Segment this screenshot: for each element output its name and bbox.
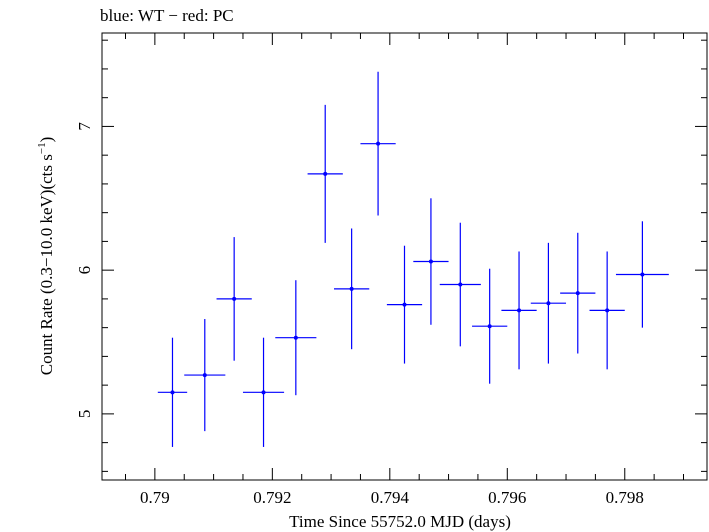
point-marker	[376, 141, 381, 146]
point-marker	[575, 291, 580, 296]
y-tick-label: 6	[75, 266, 94, 275]
data-point	[184, 319, 226, 432]
point-marker	[323, 171, 328, 176]
y-axis-label: Count Rate (0.3−10.0 keV)(cts s−1)	[36, 137, 56, 376]
data-point	[560, 232, 596, 354]
y-axis-label-sup: −1	[36, 142, 48, 154]
data-point	[501, 251, 537, 370]
data-point	[334, 228, 370, 350]
x-tick-label: 0.796	[488, 488, 526, 507]
point-marker	[517, 308, 522, 313]
point-marker	[605, 308, 610, 313]
x-tick-label: 0.794	[371, 488, 410, 507]
data-point	[472, 268, 508, 384]
point-marker	[458, 282, 463, 287]
point-marker	[546, 301, 551, 306]
data-point	[615, 221, 669, 328]
point-marker	[293, 335, 298, 340]
data-point	[360, 71, 396, 216]
data-point	[216, 237, 252, 361]
x-tick-label: 0.792	[253, 488, 291, 507]
point-marker	[428, 259, 433, 264]
data-point	[589, 251, 625, 370]
data-point	[530, 242, 567, 364]
plot-frame	[101, 32, 708, 481]
y-tick-labels: 5 6 7	[75, 122, 94, 418]
data-point	[307, 104, 343, 243]
point-marker	[170, 390, 175, 395]
data-point	[242, 337, 285, 447]
point-marker	[261, 390, 266, 395]
point-marker	[232, 296, 237, 301]
x-tick-labels: 0.79 0.792 0.794 0.796 0.798	[140, 488, 644, 507]
x-axis-label: Time Since 55752.0 MJD (days)	[289, 512, 511, 531]
point-marker	[349, 286, 354, 291]
y-tick-label: 7	[75, 122, 94, 131]
point-marker	[487, 324, 492, 329]
data-points	[157, 71, 669, 447]
axis-ticks	[102, 33, 707, 480]
x-tick-label: 0.798	[606, 488, 644, 507]
data-point	[157, 337, 188, 447]
y-axis-label-close: )	[37, 137, 56, 143]
data-point	[386, 245, 423, 364]
point-marker	[402, 302, 407, 307]
y-axis-label-main: Count Rate (0.3−10.0 keV)(cts s	[37, 154, 56, 375]
data-point	[439, 222, 481, 347]
chart-title: blue: WT − red: PC	[100, 6, 234, 25]
x-tick-label: 0.79	[140, 488, 170, 507]
point-marker	[640, 272, 645, 277]
y-tick-label: 5	[75, 410, 94, 419]
point-marker	[202, 373, 207, 378]
data-point	[275, 280, 317, 396]
data-point	[413, 198, 449, 325]
